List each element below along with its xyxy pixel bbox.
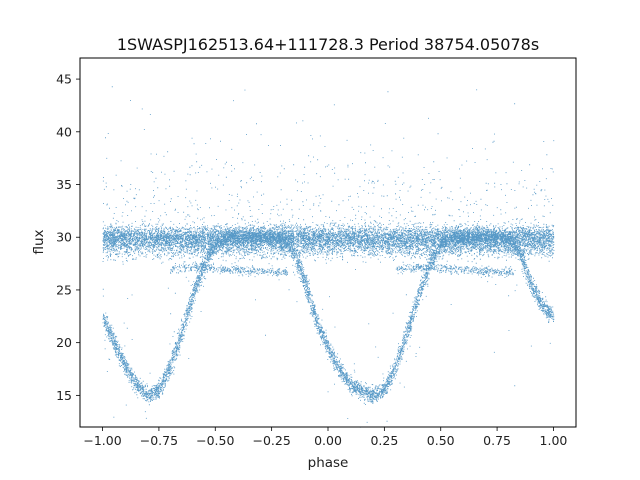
- x-tick-label: 0.25: [370, 433, 398, 448]
- y-tick-label: 35: [56, 177, 72, 192]
- x-axis-label: phase: [308, 455, 349, 471]
- y-axis-label: flux: [31, 229, 47, 254]
- x-tick-label: 0.75: [483, 433, 511, 448]
- scatter-points: [102, 86, 555, 428]
- y-tick-label: 25: [56, 282, 72, 297]
- x-tick-label: 0.50: [427, 433, 455, 448]
- x-tick-label: −1.00: [83, 433, 121, 448]
- x-tick-label: 1.00: [540, 433, 568, 448]
- y-tick-label: 15: [56, 388, 72, 403]
- y-axis-ticks: 15 20 25 30 35 40 45: [56, 72, 80, 403]
- y-tick-label: 20: [56, 335, 72, 350]
- x-axis-ticks: −1.00 −0.75 −0.50 −0.25 0.00 0.25 0.50 0.75 1.00: [83, 427, 567, 448]
- y-tick-label: 30: [56, 230, 72, 245]
- x-tick-label: −0.50: [196, 433, 234, 448]
- chart-title: 1SWASPJ162513.64+111728.3 Period 38754.0…: [117, 35, 539, 54]
- flux-points: [102, 86, 555, 428]
- x-tick-label: −0.75: [140, 433, 178, 448]
- x-tick-label: −0.25: [252, 433, 290, 448]
- y-tick-label: 40: [56, 124, 72, 139]
- y-tick-label: 45: [56, 72, 72, 87]
- x-tick-label: 0.00: [314, 433, 342, 448]
